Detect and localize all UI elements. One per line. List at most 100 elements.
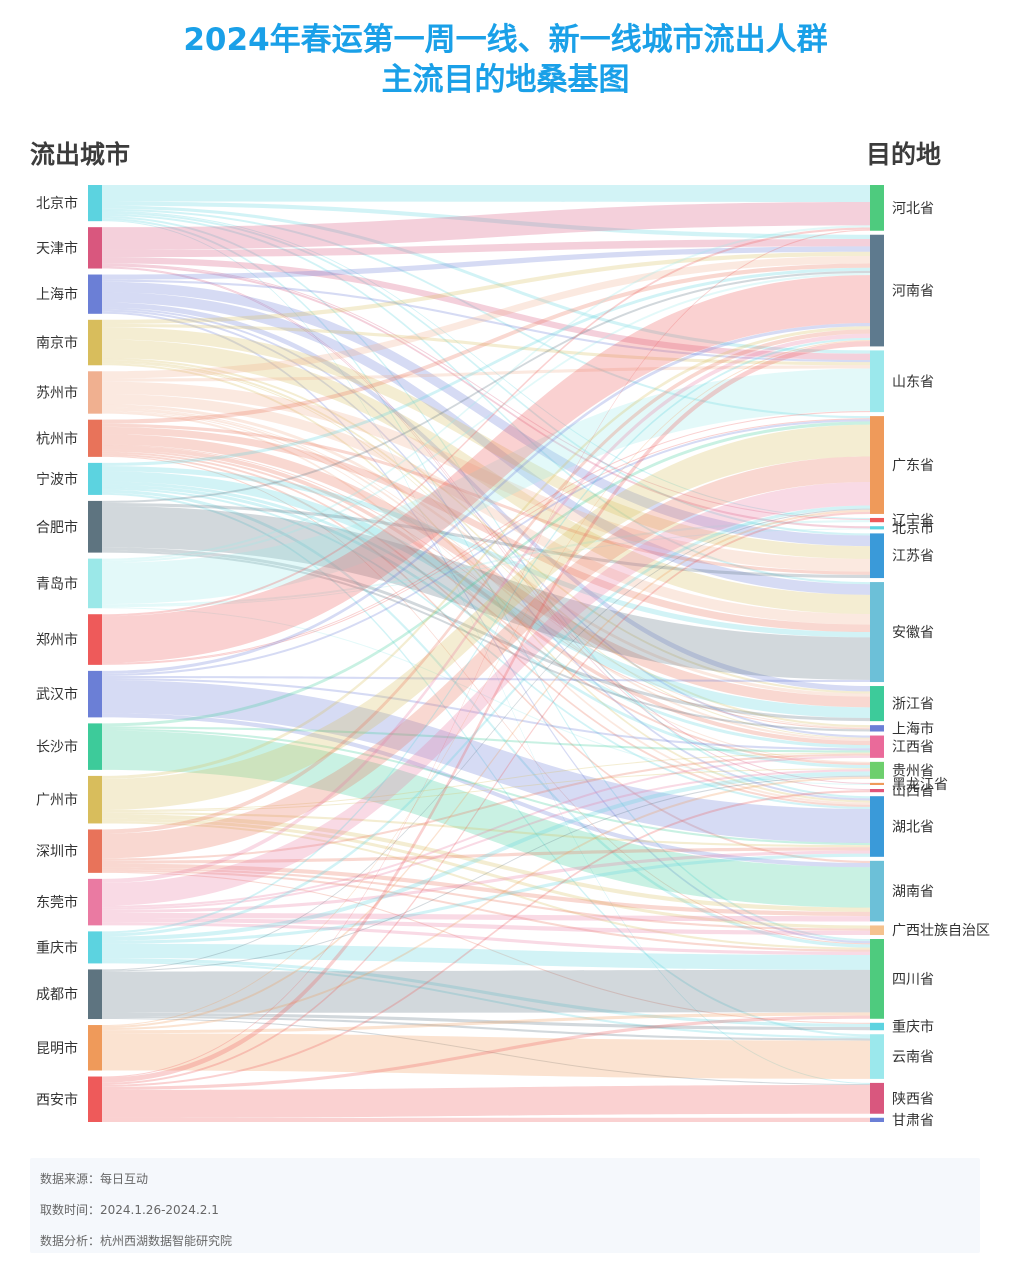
sankey-link-天津市-黑龙江省 bbox=[102, 266, 870, 784]
target-label-河南省: 河南省 bbox=[892, 284, 934, 300]
sankey-link-宁波市-江西省 bbox=[102, 481, 870, 749]
sankey-link-天津市-山西省 bbox=[102, 267, 870, 791]
sankey-link-重庆市-广东省 bbox=[102, 505, 870, 937]
sankey-link-郑州市-山东省 bbox=[102, 411, 870, 664]
source-node-长沙市 bbox=[88, 723, 102, 770]
target-node-北京市 bbox=[870, 526, 884, 530]
sankey-link-东莞市-贵州省 bbox=[102, 769, 870, 910]
target-node-辽宁省 bbox=[870, 517, 884, 523]
sankey-link-青岛市-山东省 bbox=[102, 368, 870, 605]
sankey-link-宁波市-云南省 bbox=[102, 492, 870, 1037]
source-label-南京市: 南京市 bbox=[36, 335, 78, 352]
source-node-杭州市 bbox=[88, 419, 102, 457]
target-node-广西壮族自治区 bbox=[870, 925, 884, 936]
sankey-link-重庆市-四川省 bbox=[102, 943, 870, 970]
sankey-nodes bbox=[88, 185, 884, 1122]
sankey-link-东莞市-湖南省 bbox=[102, 912, 870, 922]
sankey-link-武汉市-湖南省 bbox=[102, 713, 870, 868]
sankey-link-重庆市-湖北省 bbox=[102, 853, 870, 944]
sankey-link-长沙市-江西省 bbox=[102, 726, 870, 753]
sankey-link-天津市-河南省 bbox=[102, 238, 870, 258]
sankey-link-杭州市-四川省 bbox=[102, 455, 870, 945]
target-node-江苏省 bbox=[870, 533, 884, 579]
target-node-陕西省 bbox=[870, 1082, 884, 1114]
source-node-上海市 bbox=[88, 274, 102, 314]
target-label-陕西省: 陕西省 bbox=[892, 1091, 934, 1107]
sankey-link-上海市-江西省 bbox=[102, 307, 870, 738]
sankey-link-苏州市-安徽省 bbox=[102, 394, 870, 625]
source-node-宁波市 bbox=[88, 462, 102, 495]
sankey-link-合肥市-河南省 bbox=[102, 270, 870, 503]
target-label-四川省: 四川省 bbox=[892, 972, 934, 988]
sankey-link-南京市-湖北省 bbox=[102, 363, 870, 803]
chart-title: 2024年春运第一周一线、新一线城市流出人群 主流目的地桑基图 bbox=[0, 20, 1011, 100]
sankey-link-苏州市-贵州省 bbox=[102, 410, 870, 763]
sankey-link-天津市-山东省 bbox=[102, 257, 870, 360]
source-node-重庆市 bbox=[88, 931, 102, 964]
sankey-link-北京市-山东省 bbox=[102, 205, 870, 354]
sankey-link-西安市-四川省 bbox=[102, 1015, 870, 1090]
sankey-link-重庆市-重庆市 bbox=[102, 958, 870, 1028]
sankey-link-广州市-湖北省 bbox=[102, 812, 870, 848]
sankey-link-广州市-广东省 bbox=[102, 424, 870, 811]
sankey-link-南京市-安徽省 bbox=[102, 339, 870, 614]
sankey-link-长沙市-广东省 bbox=[102, 421, 870, 727]
target-label-上海市: 上海市 bbox=[892, 720, 934, 737]
sankey-link-北京市-辽宁省 bbox=[102, 210, 870, 520]
source-node-广州市 bbox=[88, 775, 102, 824]
sankey-link-北京市-河北省 bbox=[102, 185, 870, 203]
sankey-link-重庆市-云南省 bbox=[102, 961, 870, 1039]
target-node-浙江省 bbox=[870, 686, 884, 722]
sankey-link-青岛市-辽宁省 bbox=[102, 520, 870, 607]
sankey-link-苏州市-上海市 bbox=[102, 407, 870, 729]
sankey-chart: 北京市天津市上海市南京市苏州市杭州市宁波市合肥市青岛市郑州市武汉市长沙市广州市深… bbox=[36, 185, 990, 1129]
sankey-link-郑州市-河北省 bbox=[102, 227, 870, 617]
sankey-link-苏州市-山东省 bbox=[102, 365, 870, 382]
source-label-昆明市: 昆明市 bbox=[36, 1040, 78, 1057]
sankey-link-昆明市-广东省 bbox=[102, 509, 870, 1029]
source-node-北京市 bbox=[88, 185, 102, 222]
sankey-link-深圳市-湖南省 bbox=[102, 863, 870, 917]
sankey-link-天津市-北京市 bbox=[102, 264, 870, 529]
sankey-link-广州市-江西省 bbox=[102, 752, 870, 812]
target-node-湖北省 bbox=[870, 796, 884, 857]
sankey-link-武汉市-江西省 bbox=[102, 678, 870, 751]
footer-source: 数据来源：每日互动 bbox=[40, 1172, 149, 1186]
target-label-黑龙江省: 黑龙江省 bbox=[892, 777, 948, 793]
sankey-link-杭州市-河南省 bbox=[102, 263, 870, 424]
target-label-浙江省: 浙江省 bbox=[892, 697, 934, 713]
sankey-link-苏州市-江苏省 bbox=[102, 381, 870, 572]
sankey-link-武汉市-广东省 bbox=[102, 419, 870, 677]
sankey-link-东莞市-广西壮族自治区 bbox=[102, 918, 870, 936]
target-node-贵州省 bbox=[870, 761, 884, 779]
chart-title-line1: 2024年春运第一周一线、新一线城市流出人群 bbox=[183, 22, 828, 58]
sankey-link-西安市-河南省 bbox=[102, 341, 870, 1083]
source-node-天津市 bbox=[88, 227, 102, 269]
target-node-黑龙江省 bbox=[870, 782, 884, 786]
sankey-link-深圳市-四川省 bbox=[102, 869, 870, 952]
sankey-link-长沙市-湖南省 bbox=[102, 730, 870, 908]
sankey-link-郑州市-河南省 bbox=[102, 275, 870, 663]
sankey-link-上海市-山东省 bbox=[102, 279, 870, 363]
source-label-上海市: 上海市 bbox=[36, 286, 78, 303]
target-node-河南省 bbox=[870, 234, 884, 347]
target-label-北京市: 北京市 bbox=[892, 520, 934, 537]
sankey-link-杭州市-江西省 bbox=[102, 445, 870, 746]
sankey-link-宁波市-安徽省 bbox=[102, 465, 870, 638]
sankey-link-南京市-河南省 bbox=[102, 251, 870, 324]
sankey-link-郑州市-广东省 bbox=[102, 418, 870, 665]
target-label-广东省: 广东省 bbox=[892, 458, 934, 474]
target-node-山西省 bbox=[870, 789, 884, 793]
sankey-link-昆明市-四川省 bbox=[102, 1012, 870, 1034]
source-label-武汉市: 武汉市 bbox=[36, 686, 78, 703]
source-label-天津市: 天津市 bbox=[36, 240, 78, 257]
sankey-link-东莞市-河南省 bbox=[102, 333, 870, 883]
source-node-郑州市 bbox=[88, 614, 102, 665]
sankey-link-成都市-陕西省 bbox=[102, 1018, 870, 1086]
sankey-labels: 北京市天津市上海市南京市苏州市杭州市宁波市合肥市青岛市郑州市武汉市长沙市广州市深… bbox=[36, 195, 990, 1129]
sankey-link-广州市-贵州省 bbox=[102, 768, 870, 813]
target-label-河北省: 河北省 bbox=[892, 201, 934, 217]
sankey-link-上海市-河南省 bbox=[102, 246, 870, 280]
sankey-link-深圳市-河南省 bbox=[102, 329, 870, 834]
sankey-link-杭州市-安徽省 bbox=[102, 426, 870, 633]
